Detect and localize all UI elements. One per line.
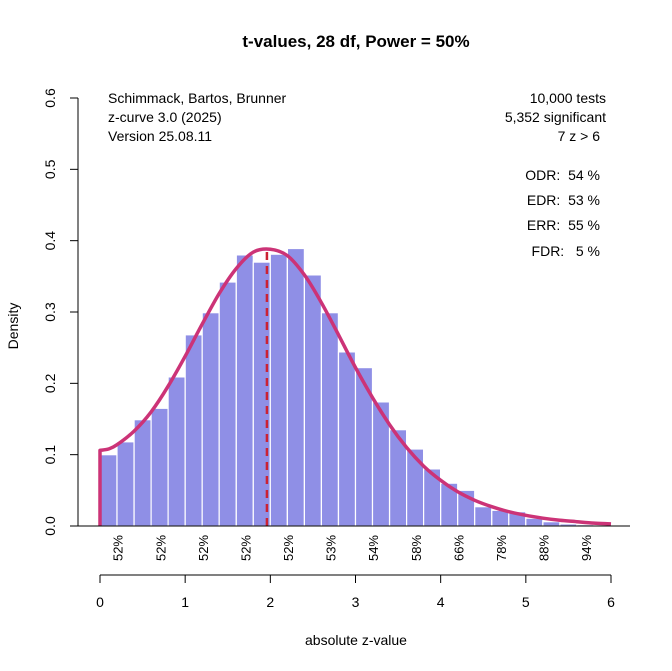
histogram-bars <box>99 247 612 527</box>
x-tick-label: 6 <box>607 594 615 610</box>
y-tick-label: 0.3 <box>42 302 58 322</box>
power-labels: 52% 52% 52% 52% 52% 53% 54% 58% 66% 78% 88% 94% <box>111 535 594 561</box>
power-label: 52% <box>153 535 168 561</box>
histogram-bar <box>320 312 339 527</box>
density-curve <box>98 247 612 526</box>
power-label: 78% <box>494 535 509 561</box>
stat-odr: ODR: 54 % <box>525 167 600 183</box>
power-label: 66% <box>451 535 466 561</box>
density-curve-group <box>98 247 612 526</box>
annotation-right: 10,000 tests 5,352 significant 7 z > 6 <box>505 90 606 144</box>
histogram-bar <box>286 247 305 527</box>
y-tick-label: 0.4 <box>42 231 58 251</box>
stat-fdr: FDR: 5 % <box>532 243 600 259</box>
y-tick-label: 0.1 <box>42 445 58 465</box>
x-tick-label: 0 <box>96 594 104 610</box>
power-label: 52% <box>281 535 296 561</box>
histogram-bar <box>201 312 220 527</box>
x-tick-label: 1 <box>181 594 189 610</box>
histogram-bar <box>184 334 203 527</box>
histogram-bar <box>337 351 357 527</box>
annotation-left: Schimmack, Bartos, Brunner z-curve 3.0 (… <box>108 90 287 144</box>
power-label: 53% <box>324 535 339 561</box>
x-tick-label: 3 <box>352 594 360 610</box>
histogram-bar <box>542 521 561 527</box>
power-label: 52% <box>238 535 253 561</box>
annotation-authors: Schimmack, Bartos, Brunner <box>108 90 287 106</box>
y-tick-label: 0.6 <box>42 88 58 108</box>
histogram-bar <box>235 254 254 527</box>
histogram-bar <box>167 376 186 527</box>
power-label: 52% <box>196 535 211 561</box>
stat-err: ERR: 55 % <box>527 217 600 233</box>
histogram-bar <box>133 419 152 527</box>
histogram-bar <box>303 274 322 527</box>
annotation-significant: 5,352 significant <box>505 109 606 125</box>
x-axis: 0 1 2 3 4 5 6 <box>96 574 615 610</box>
annotation-stats: ODR: 54 % EDR: 53 % ERR: 55 % FDR: 5 % <box>525 167 600 259</box>
power-label: 52% <box>111 535 126 561</box>
x-tick-label: 2 <box>266 594 274 610</box>
y-tick-label: 0.2 <box>42 373 58 393</box>
y-tick-label: 0.0 <box>42 516 58 536</box>
histogram-bar <box>406 448 425 527</box>
annotation-extreme: 7 z > 6 <box>558 128 601 144</box>
power-label: 54% <box>366 535 381 561</box>
y-axis-label: Density <box>5 303 21 350</box>
power-label: 94% <box>579 535 594 561</box>
histogram-bar <box>474 506 493 527</box>
x-axis-label: absolute z-value <box>305 632 407 648</box>
chart-title: t-values, 28 df, Power = 50% <box>242 32 469 51</box>
y-axis: 0.0 0.1 0.2 0.3 0.4 0.5 0.6 <box>42 88 79 536</box>
annotation-tests: 10,000 tests <box>530 90 606 106</box>
histogram-bar <box>269 253 288 527</box>
histogram-bar <box>150 407 169 527</box>
power-label: 58% <box>409 535 424 561</box>
power-label: 88% <box>537 535 552 561</box>
histogram-bar <box>218 281 237 527</box>
histogram-bar <box>99 454 118 527</box>
annotation-version-name: z-curve 3.0 (2025) <box>108 109 222 125</box>
histogram-bar <box>116 441 135 527</box>
stat-edr: EDR: 53 % <box>527 192 600 208</box>
x-tick-label: 4 <box>437 594 445 610</box>
y-tick-label: 0.5 <box>42 159 58 179</box>
x-tick-label: 5 <box>522 594 530 610</box>
annotation-version-number: Version 25.08.11 <box>108 128 212 144</box>
